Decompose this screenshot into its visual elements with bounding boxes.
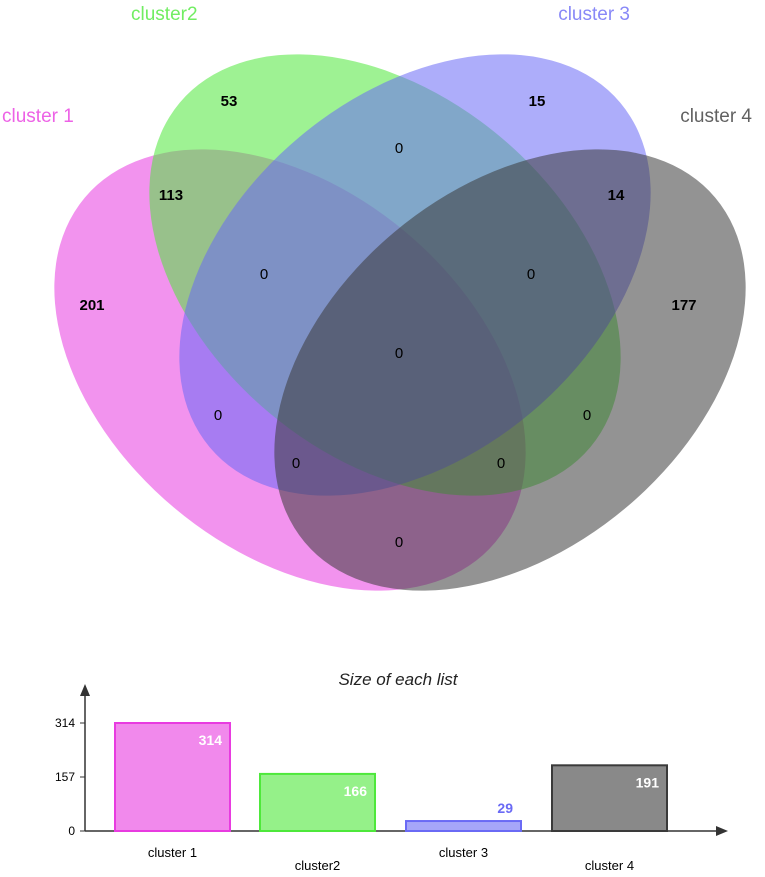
venn-region-count: 15 [529, 93, 546, 110]
x-tick-label: cluster 4 [585, 858, 634, 873]
chart-title: Size of each list [338, 670, 458, 689]
venn-region-count: 0 [395, 534, 403, 551]
bar-value-label: 166 [344, 783, 368, 799]
x-tick-label: cluster 3 [439, 845, 488, 860]
y-tick-label: 314 [55, 716, 75, 730]
venn-region-count: 0 [583, 407, 591, 424]
venn-region-count: 0 [497, 455, 505, 472]
bar [405, 820, 522, 833]
venn-region-count: 0 [260, 266, 268, 283]
venn-region-count: 0 [292, 455, 300, 472]
venn-set-label-4: cluster 4 [680, 106, 752, 127]
x-axis-arrow [716, 826, 728, 836]
bar-value-label: 191 [636, 774, 660, 790]
venn-region-count: 113 [159, 187, 183, 204]
bar-value-label: 29 [497, 800, 513, 816]
venn-set-label-1: cluster 1 [2, 106, 74, 127]
y-axis-arrow [80, 684, 90, 696]
venn-set-label-3: cluster 3 [558, 4, 630, 25]
bar [551, 764, 668, 832]
bar-value-label: 314 [199, 732, 223, 748]
venn-region-count: 0 [527, 266, 535, 283]
x-tick-label: cluster2 [295, 858, 341, 873]
venn-region-count: 177 [671, 297, 696, 314]
venn-set-4 [274, 149, 746, 591]
venn-set-label-2: cluster2 [131, 4, 198, 25]
venn-region-count: 0 [395, 140, 403, 157]
venn-diagram: cluster 1 cluster2 cluster 3 cluster 4 201 5… [2, 4, 752, 591]
venn-region-count: 53 [221, 93, 238, 110]
y-tick-label: 0 [68, 824, 75, 838]
bar [114, 722, 231, 832]
x-tick-label: cluster 1 [148, 845, 197, 860]
venn-region-count: 14 [608, 187, 625, 204]
y-tick-label: 157 [55, 770, 75, 784]
venn-region-count: 201 [79, 297, 104, 314]
bar [259, 772, 376, 833]
venn-region-count: 0 [214, 407, 222, 424]
bar-chart: Size of each list 0 157 314 314 cluster 1 16… [55, 670, 728, 873]
venn-region-count: 0 [395, 345, 403, 362]
